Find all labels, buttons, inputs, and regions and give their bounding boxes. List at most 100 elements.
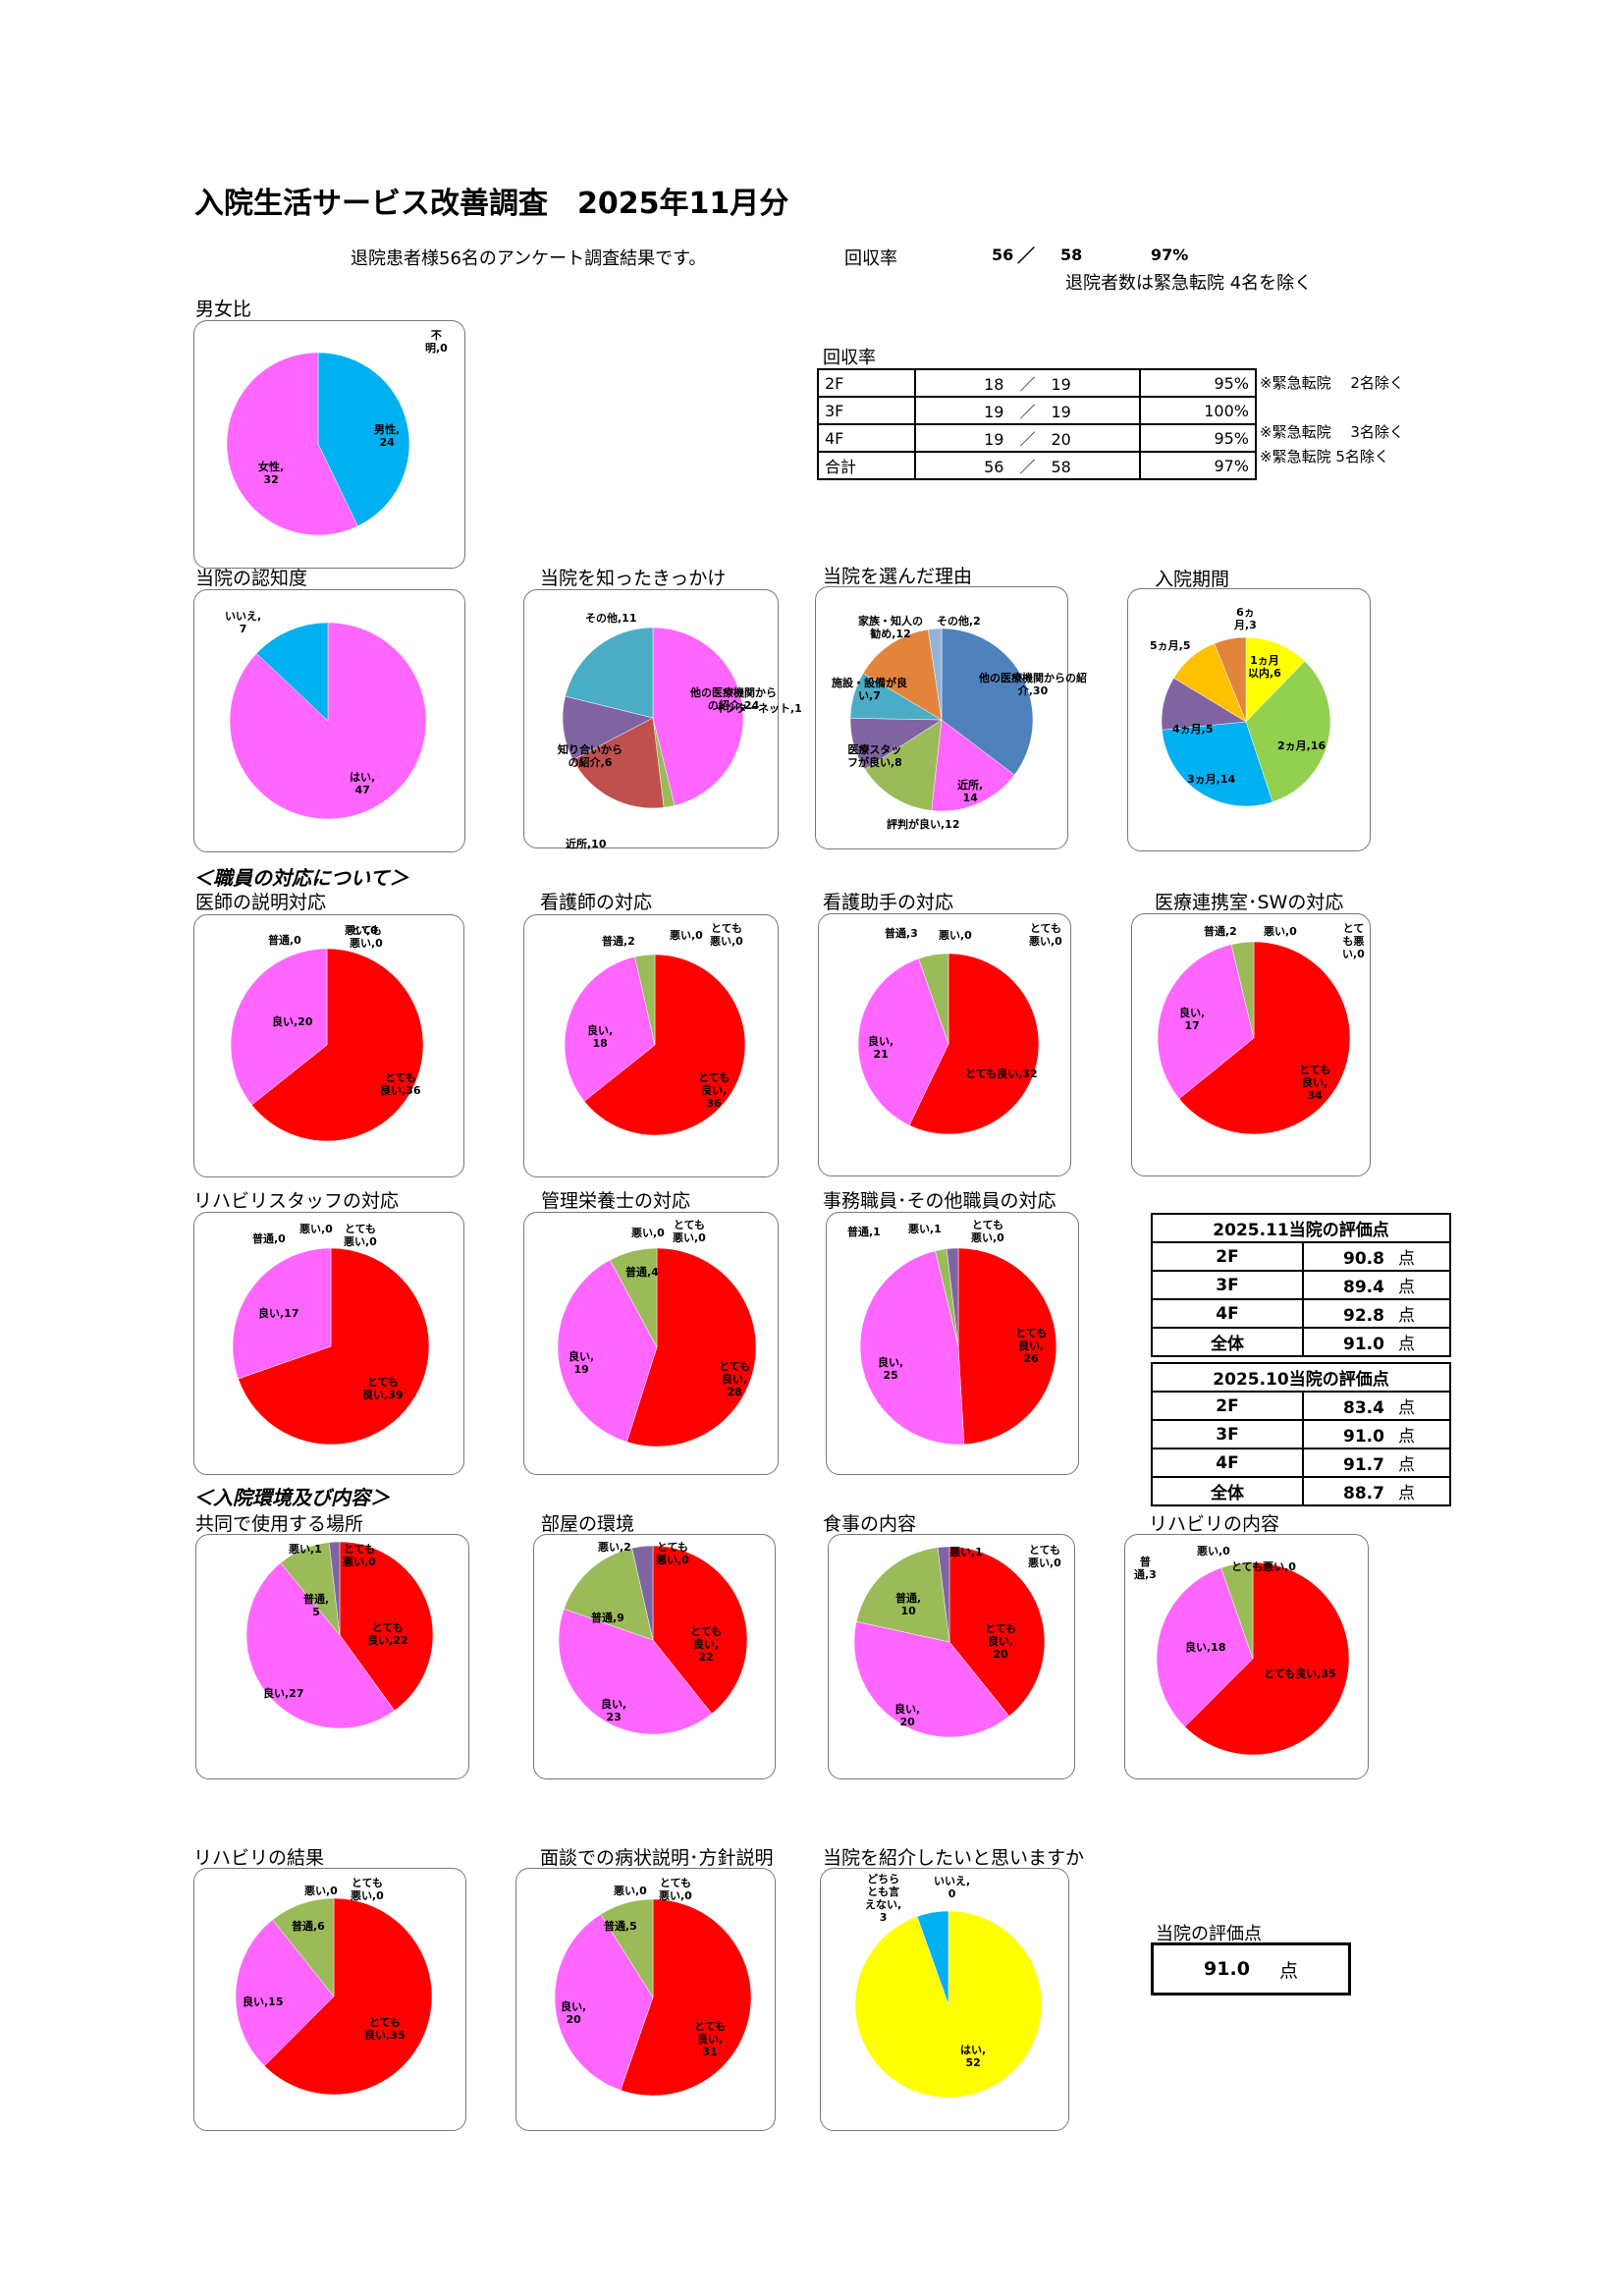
pie-label-rehab_staff-3: 悪い,0 <box>299 1223 333 1235</box>
pie-slice-gender-0 <box>317 352 410 527</box>
rate-pct: 97% <box>1151 246 1189 264</box>
recovery-table: 2F 18 ／ 19 95% 3F 19 ／ 19 100% 4F 19 ／ 20 95% 合計 5… <box>817 368 1257 480</box>
pie-label-dietitian-2: 普通,4 <box>625 1266 659 1279</box>
rate-total: 58 <box>1060 246 1083 264</box>
chart-panel-rehab_staff: とても 良い,39 良い,17 普通,0 悪い,0 とても 悪い,0 <box>193 1212 464 1475</box>
score-value: 91.0 <box>1343 1335 1384 1354</box>
score-unit: 点 <box>1397 1249 1415 1269</box>
pie-label-office-0: とても 良い, 26 <box>1015 1327 1048 1365</box>
recovery-num: 19 <box>984 430 1004 449</box>
recovery-note: ※緊急転院 5名除く <box>1260 448 1389 465</box>
chart-title-room: 部屋の環境 <box>541 1513 635 1535</box>
recovery-row: 4F 19 ／ 20 95% <box>817 423 1257 453</box>
pie-slice-awareness-1 <box>255 622 329 722</box>
pie-slice-nurse-0 <box>583 954 746 1136</box>
chart-title-rehab_result: リハビリの結果 <box>193 1847 325 1869</box>
pie-label-room-1: 良い, 23 <box>601 1698 627 1723</box>
recovery-den: 58 <box>1051 458 1071 476</box>
recovery-floor: 3F <box>817 396 916 425</box>
recovery-count: 56 ／ 58 <box>914 451 1141 480</box>
pie-label-meal-4: とても 悪い,0 <box>1028 1544 1061 1569</box>
chart-title-reason: 当院を選んだ理由 <box>823 566 973 587</box>
pie-label-doctor-3: 悪い,0 <box>345 924 378 937</box>
score-row: 4F 91.7 点 <box>1151 1448 1451 1478</box>
pie-chart-office <box>859 1247 1057 1446</box>
score-row: 3F 91.0 点 <box>1151 1419 1451 1449</box>
pie-label-room-2: 普通,9 <box>591 1612 624 1624</box>
pie-label-meal-2: 普通, 10 <box>895 1592 922 1617</box>
recovery-count: 18 ／ 19 <box>914 368 1141 398</box>
pie-slice-gender-1 <box>226 352 358 536</box>
chart-panel-liaison: とても 良い, 34 良い, 17 普通,2 悪い,0 とて も悪 い,0 <box>1131 913 1371 1176</box>
pie-label-liaison-0: とても 良い, 34 <box>1299 1064 1331 1102</box>
chart-panel-doctor: とても 良い,36 良い,20 普通,0 悪い,0 とても 悪い,0 <box>193 914 464 1177</box>
pie-label-interview-2: 普通,5 <box>604 1920 637 1933</box>
pie-chart-awareness <box>229 622 427 820</box>
score-unit: 点 <box>1397 1455 1415 1475</box>
pie-slice-trigger-0 <box>652 627 744 806</box>
pie-label-rehab_staff-1: 良い,17 <box>258 1307 299 1320</box>
pie-slice-room-2 <box>564 1548 654 1641</box>
pie-slice-reason-6 <box>928 628 943 721</box>
pie-label-room-0: とても 良い, 22 <box>690 1625 723 1664</box>
pie-slice-reason-1 <box>931 719 1015 812</box>
pie-label-trigger-2: 近所,10 <box>566 838 607 850</box>
pie-slice-nurse-1 <box>564 957 656 1102</box>
pie-label-dietitian-3: 悪い,0 <box>631 1227 665 1239</box>
pie-label-meal-1: 良い, 20 <box>894 1703 921 1728</box>
pie-label-recommend-0: はい, 52 <box>960 2044 987 2069</box>
pie-slice-common_area-1 <box>245 1562 396 1729</box>
recovery-pct: 95% <box>1139 368 1257 398</box>
pie-slice-recommend-2 <box>916 1910 949 2005</box>
score-row: 2F 90.8 点 <box>1151 1241 1451 1272</box>
pie-label-doctor-4: とても 悪い,0 <box>350 924 383 950</box>
recovery-den: 19 <box>1051 403 1071 421</box>
section-staff: ＜職員の対応について＞ <box>193 866 409 890</box>
score-row: 2F 83.4 点 <box>1151 1391 1451 1421</box>
chart-panel-assistant: とても良い,32 良い, 21 普通,3 悪い,0 とても 悪い,0 <box>818 913 1071 1176</box>
score-label: 3F <box>1151 1419 1304 1449</box>
chart-panel-meal: とても 良い, 20 良い, 20 普通, 10 悪い,1 とても 悪い,0 <box>828 1534 1075 1779</box>
pie-slice-meal-3 <box>937 1546 950 1643</box>
pie-label-dietitian-1: 良い, 19 <box>568 1350 595 1376</box>
pie-label-awareness-0: はい, 47 <box>350 771 376 796</box>
pie-label-rehab_staff-0: とても 良い,39 <box>362 1376 404 1401</box>
recovery-pct: 95% <box>1139 423 1257 453</box>
chart-title-meal: 食事の内容 <box>823 1513 917 1535</box>
pie-label-office-2: 普通,1 <box>847 1226 881 1238</box>
pie-label-doctor-1: 良い,20 <box>272 1015 313 1028</box>
pie-label-trigger-4: その他,11 <box>585 612 637 625</box>
score-value: 90.8 <box>1343 1249 1384 1269</box>
chart-panel-nurse: とても 良い, 36 良い, 18 普通,2 悪い,0 とても 悪い,0 <box>523 914 779 1177</box>
score-row: 全体 88.7 点 <box>1151 1476 1451 1506</box>
chart-panel-office: とても 良い, 26 良い, 25 普通,1 悪い,1 とても 悪い,0 <box>826 1212 1079 1475</box>
pie-slice-rehab_content-0 <box>1184 1561 1350 1756</box>
pie-slice-liaison-2 <box>1230 941 1255 1039</box>
pie-label-recommend-1: いいえ, 0 <box>934 1875 971 1900</box>
pie-slice-office-0 <box>957 1247 1057 1446</box>
chart-title-trigger: 当院を知ったきっかけ <box>540 568 727 589</box>
pie-label-trigger-0: 他の医療機関から の紹介,24 <box>690 686 777 712</box>
pie-label-liaison-2: 普通,2 <box>1204 925 1237 938</box>
pie-slice-rehab_content-1 <box>1156 1567 1254 1727</box>
pie-label-reason-3: 医療スタッ フが良い,8 <box>847 743 902 769</box>
score-label: 全体 <box>1151 1476 1304 1506</box>
chart-title-assistant: 看護助手の対応 <box>823 892 954 913</box>
pie-slice-meal-2 <box>855 1547 950 1643</box>
pie-slice-room-3 <box>631 1545 654 1641</box>
pie-label-rehab_content-1: 良い,18 <box>1185 1641 1226 1654</box>
pie-label-reason-0: 他の医療機関からの紹 介,30 <box>979 672 1087 697</box>
pie-label-office-4: とても 悪い,0 <box>971 1219 1004 1244</box>
section-env: ＜入院環境及び内容＞ <box>193 1486 390 1509</box>
chart-title-rehab_staff: リハビリスタッフの対応 <box>193 1190 400 1212</box>
chart-panel-period: 1ヵ月 以内,6 2ヵ月,16 3ヵ月,14 4ヵ月,5 5ヵ月,5 6ヵ 月,3 <box>1127 588 1371 851</box>
pie-slice-assistant-2 <box>918 953 949 1045</box>
pie-slice-room-0 <box>652 1545 748 1715</box>
pie-label-interview-0: とても 良い, 31 <box>694 2020 727 2058</box>
score-label: 4F <box>1151 1448 1304 1478</box>
score-value: 89.4 <box>1343 1278 1384 1297</box>
pie-chart-dietitian <box>557 1247 757 1448</box>
pie-label-period-1: 2ヵ月,16 <box>1277 739 1326 752</box>
chart-title-nurse: 看護師の対応 <box>540 892 653 913</box>
pie-label-recommend-2: どちら とも言 えない, 3 <box>865 1873 902 1924</box>
